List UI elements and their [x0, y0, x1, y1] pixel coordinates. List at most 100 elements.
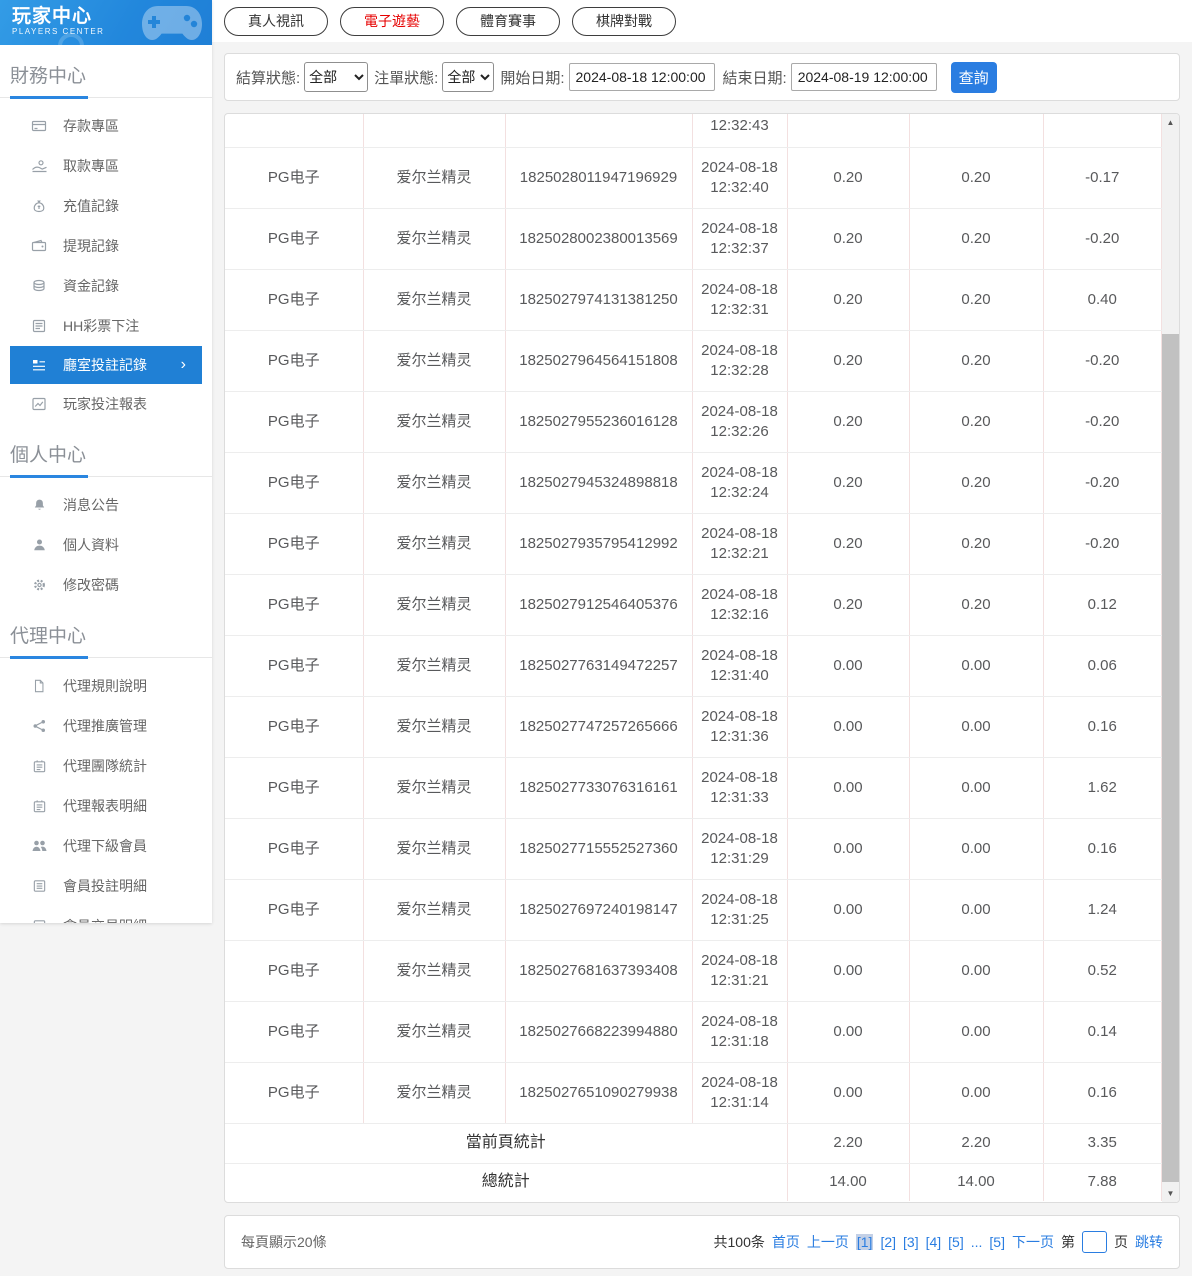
jump-button[interactable]: 跳转	[1135, 1234, 1163, 1250]
cell-order-number: 1825027964564151808	[505, 330, 693, 392]
page-number-link-current[interactable]: [1]	[855, 1234, 874, 1250]
line-chart-icon	[30, 396, 48, 412]
page-summary-label: 當前頁統計	[225, 1123, 788, 1164]
page-summary-valid: 2.20	[909, 1123, 1044, 1164]
page-number-link[interactable]: [5]	[989, 1234, 1005, 1250]
filter-bar: 結算狀態: 全部 注單狀態: 全部 開始日期: 結束日期: 查詢	[224, 53, 1180, 101]
table-row: PG电子 爱尔兰精灵 1825027681637393408 2024-08-1…	[225, 940, 1162, 1002]
scroll-up-arrow-icon[interactable]: ▲	[1166, 118, 1175, 127]
page-number-link[interactable]: [5]	[948, 1234, 964, 1250]
sidebar-item[interactable]: 取款專區 ›	[0, 146, 212, 186]
cell-game-name: 爱尔兰精灵	[363, 818, 506, 880]
order-status-select[interactable]: 全部	[442, 62, 495, 92]
sidebar-item[interactable]: 代理報表明細 ›	[0, 786, 212, 826]
prev-page-link[interactable]: 上一页	[806, 1234, 849, 1250]
cell-order-number: 1825028011947196929	[505, 147, 693, 209]
table-row: 12:32:43	[225, 114, 1162, 148]
total-summary-winloss: 7.88	[1043, 1163, 1162, 1201]
first-page-link[interactable]: 首页	[771, 1234, 800, 1250]
page-summary-winloss: 3.35	[1043, 1123, 1162, 1164]
cell-platform: PG电子	[225, 818, 364, 880]
cell-win-loss: -0.20	[1043, 208, 1162, 270]
cell-bet-time: 2024-08-18 12:31:18	[692, 1001, 788, 1063]
section-underline	[0, 96, 212, 99]
cell-valid-bet: 0.00	[909, 757, 1044, 819]
cell-game-name: 爱尔兰精灵	[363, 757, 506, 819]
sidebar-section: 財務中心 存款專區 › 取款專區 › 充值記錄 › 提現記錄 › 資金記錄 › …	[0, 51, 212, 424]
sidebar-item[interactable]: 代理規則說明 ›	[0, 666, 212, 706]
sidebar-item[interactable]: 代理下級會員 ›	[0, 826, 212, 866]
sidebar-item[interactable]: 代理團隊統計 ›	[0, 746, 212, 786]
table-row: PG电子 爱尔兰精灵 1825027651090279938 2024-08-1…	[225, 1062, 1162, 1124]
jump-page-input[interactable]	[1082, 1231, 1107, 1253]
cell-game-name: 爱尔兰精灵	[363, 330, 506, 392]
tab-electronic-games[interactable]: 電子遊藝	[340, 6, 444, 36]
page-number-link[interactable]: [2]	[880, 1234, 897, 1250]
sidebar-item[interactable]: 存款專區 ›	[0, 106, 212, 146]
sidebar-item[interactable]: HH彩票下注 ›	[0, 306, 212, 346]
sidebar-item[interactable]: 會員交易明細 ›	[0, 906, 212, 923]
scroll-down-arrow-icon[interactable]: ▼	[1166, 1189, 1175, 1198]
jump-prefix-text: 第	[1061, 1234, 1075, 1250]
money-bag-icon	[30, 198, 48, 214]
next-page-link[interactable]: 下一页	[1012, 1234, 1054, 1250]
end-date-input[interactable]	[790, 63, 937, 91]
table-row: PG电子 爱尔兰精灵 1825027912546405376 2024-08-1…	[225, 574, 1162, 636]
cell-win-loss: 0.12	[1043, 574, 1162, 636]
table-row: PG电子 爱尔兰精灵 1825027668223994880 2024-08-1…	[225, 1001, 1162, 1063]
cell-platform: PG电子	[225, 757, 364, 819]
table-row: PG电子 爱尔兰精灵 1825027935795412992 2024-08-1…	[225, 513, 1162, 575]
sidebar-item[interactable]: 玩家投注報表 ›	[0, 384, 212, 424]
page-number-link[interactable]: ...	[970, 1234, 983, 1250]
report-icon	[30, 798, 48, 814]
sidebar-item[interactable]: 代理推廣管理 ›	[0, 706, 212, 746]
cell-valid-bet: 0.20	[909, 574, 1044, 636]
cell-game-name	[363, 114, 506, 148]
gear-icon	[30, 577, 48, 593]
grid-list-icon	[30, 357, 48, 373]
cell-order-number: 1825027935795412992	[505, 513, 693, 575]
app-logo: 玩家中心 PLAYERS CENTER	[0, 0, 212, 45]
page-number-link[interactable]: [3]	[903, 1234, 919, 1250]
sidebar-item[interactable]: 修改密碼 ›	[0, 565, 212, 605]
cell-platform: PG电子	[225, 940, 364, 1002]
tab-sports[interactable]: 體育賽事	[456, 6, 560, 36]
total-count-text: 共100条	[713, 1234, 765, 1250]
cell-win-loss: 0.40	[1043, 269, 1162, 331]
cell-order-number: 1825027668223994880	[505, 1001, 693, 1063]
coins-icon	[30, 278, 48, 294]
search-button[interactable]: 查詢	[950, 61, 997, 93]
cell-order-number: 1825028002380013569	[505, 208, 693, 270]
sidebar-item[interactable]: 消息公告 ›	[0, 485, 212, 525]
table-row: PG电子 爱尔兰精灵 1825027964564151808 2024-08-1…	[225, 330, 1162, 392]
sidebar-item[interactable]: 充值記錄 ›	[0, 186, 212, 226]
report-icon	[30, 758, 48, 774]
tab-board-games[interactable]: 棋牌對戰	[572, 6, 676, 36]
cell-bet-amount: 0.20	[787, 574, 910, 636]
cell-bet-time: 2024-08-18 12:31:21	[692, 940, 788, 1002]
people-icon	[30, 838, 48, 854]
cell-win-loss: 0.16	[1043, 818, 1162, 880]
cell-platform	[225, 114, 364, 148]
cell-valid-bet: 0.00	[909, 1001, 1044, 1063]
settle-status-select[interactable]: 全部	[304, 62, 369, 92]
start-date-input[interactable]	[568, 63, 715, 91]
wallet-icon	[30, 238, 48, 254]
tab-live-video[interactable]: 真人視訊	[224, 6, 328, 36]
cell-win-loss: 1.24	[1043, 879, 1162, 941]
cell-win-loss: 1.62	[1043, 757, 1162, 819]
cell-bet-amount: 0.00	[787, 879, 910, 941]
cell-game-name: 爱尔兰精灵	[363, 635, 506, 697]
sidebar-item-active[interactable]: 廳室投註記錄 ›	[10, 346, 202, 384]
jump-suffix-text: 页	[1114, 1234, 1128, 1250]
cell-platform: PG电子	[225, 391, 364, 453]
sidebar-item[interactable]: 提現記錄 ›	[0, 226, 212, 266]
sidebar-item[interactable]: 資金記錄 ›	[0, 266, 212, 306]
sidebar-item[interactable]: 個人資料 ›	[0, 525, 212, 565]
page-number-link[interactable]: [4]	[925, 1234, 942, 1250]
cell-bet-time: 2024-08-18 12:31:25	[692, 879, 788, 941]
scrollbar-thumb[interactable]	[1162, 334, 1179, 1182]
sidebar-item[interactable]: 會員投註明細 ›	[0, 866, 212, 906]
bet-records-table-container: 12:32:43 PG电子 爱尔兰精灵 1825028011947196929 …	[224, 113, 1180, 1203]
gamepad-icon	[138, 2, 206, 45]
